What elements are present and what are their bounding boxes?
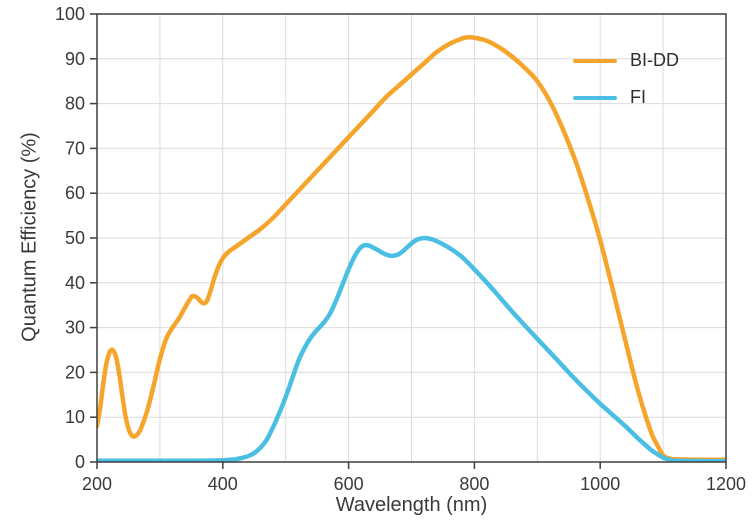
- y-tick-label: 60: [65, 183, 85, 203]
- y-tick-label: 30: [65, 318, 85, 338]
- x-tick-label: 800: [459, 474, 489, 494]
- series-line-bi-dd: [97, 34, 726, 462]
- y-tick-label: 70: [65, 138, 85, 158]
- series-line-fi: [97, 235, 726, 462]
- legend-item-fi: FI: [573, 87, 679, 108]
- x-tick-label: 1000: [580, 474, 620, 494]
- x-tick-label: 1200: [706, 474, 746, 494]
- fi-line-swatch: [573, 95, 617, 100]
- y-tick-label: 50: [65, 228, 85, 248]
- y-tick-label: 100: [55, 4, 85, 24]
- y-tick-label: 20: [65, 362, 85, 382]
- legend-label-bi-dd: BI-DD: [630, 50, 679, 70]
- y-tick-label: 90: [65, 49, 85, 69]
- y-tick-label: 10: [65, 407, 85, 427]
- x-axis-label: Wavelength (nm): [335, 494, 488, 516]
- x-tick-label: 400: [208, 474, 238, 494]
- y-axis-label: Quantum Efficiency (%): [18, 132, 41, 342]
- y-tick-label: 40: [65, 273, 85, 293]
- x-tick-label: 200: [82, 474, 112, 494]
- bi-dd-line-swatch: [573, 58, 617, 63]
- x-tick-label: 600: [334, 474, 364, 494]
- legend-label-fi: FI: [630, 87, 646, 107]
- chart-legend: BI-DD FI: [573, 50, 679, 124]
- legend-item-bi-dd: BI-DD: [573, 50, 679, 71]
- y-tick-label: 0: [75, 452, 85, 472]
- y-tick-label: 80: [65, 94, 85, 114]
